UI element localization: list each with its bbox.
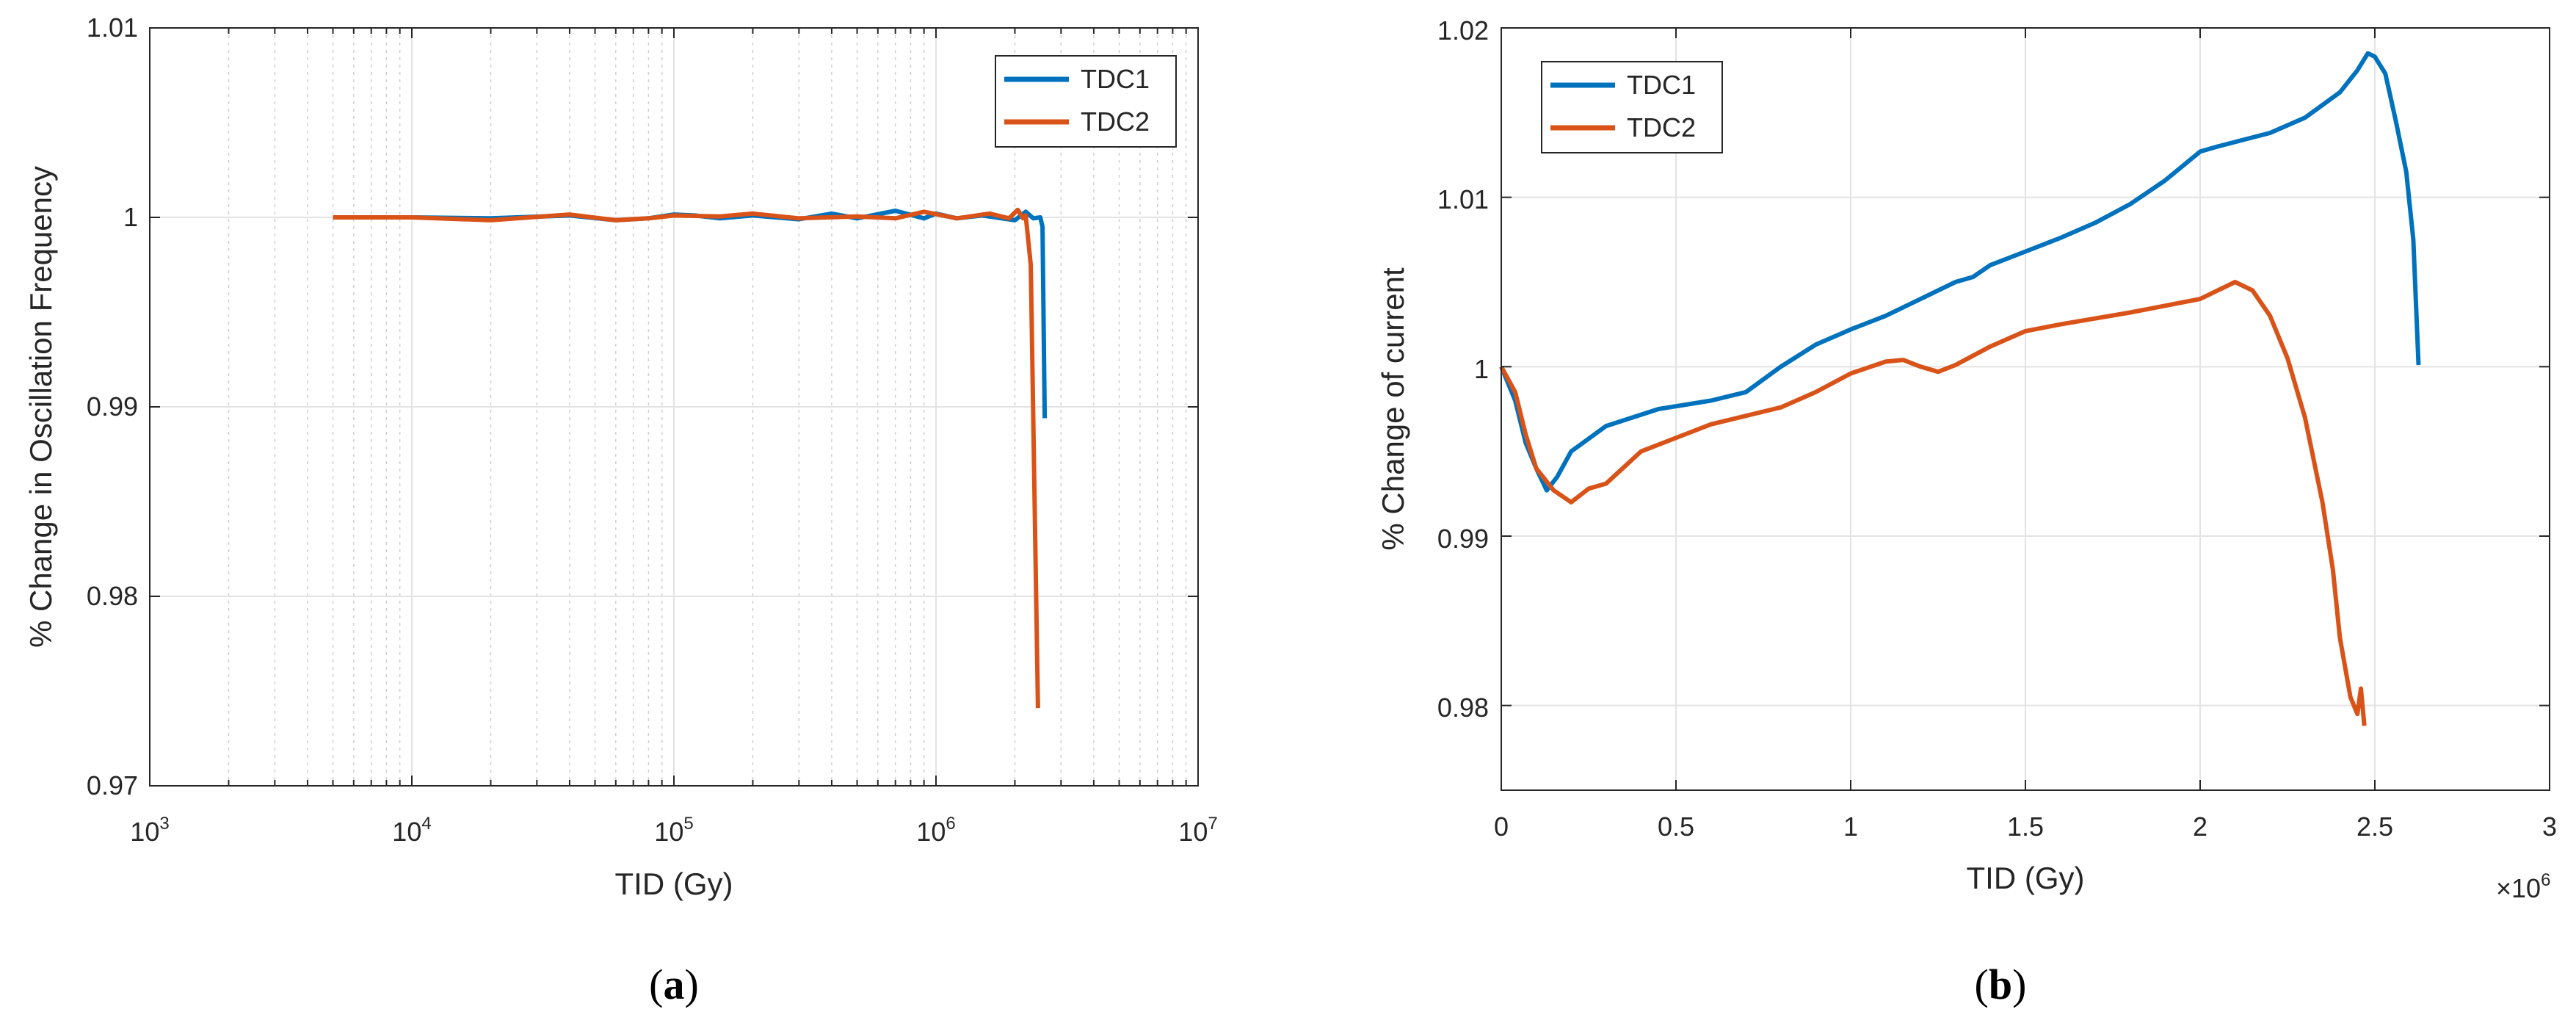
panel-a-ticks — [150, 27, 1198, 787]
panel-b-series-line-tdc1 — [1499, 51, 2421, 493]
panel-a-grid — [149, 27, 1199, 787]
panel-b-ytick-label: 1.01 — [1437, 184, 1489, 214]
panel-a-legend-box — [995, 55, 1177, 148]
panel-b-legend-label-tdc1: TDC1 — [1627, 70, 1696, 100]
panel-a-x-axis-label: TID (Gy) — [615, 867, 733, 901]
panel-b-legend: TDC1 TDC2 — [1541, 61, 1723, 153]
panel-a-xtick-label: 106 — [916, 814, 955, 847]
panel-b-series-line-tdc2 — [1499, 280, 2367, 726]
panel-a: 103 104 105 106 107 0.97 0.98 0.99 1 1.0… — [23, 12, 1218, 1008]
panel-b-xtick-label: 0.5 — [1658, 811, 1694, 842]
panel-b-xtick-label: 1 — [1843, 811, 1858, 842]
panel-a-ytick-label: 0.98 — [87, 581, 138, 611]
panel-b-xtick-label: 1.5 — [2007, 811, 2044, 842]
panel-a-legend: TDC1 TDC2 — [995, 55, 1177, 148]
panel-b-legend-box — [1541, 61, 1723, 153]
panel-a-ytick-label: 0.97 — [87, 770, 138, 800]
panel-a-caption: (a) — [649, 961, 699, 1008]
panel-b: 0 0.5 1 1.5 2 2.5 3 0.98 0.99 1 1.01 1.0… — [1376, 15, 2557, 1008]
panel-b-xtick-label: 2 — [2193, 811, 2207, 842]
panel-b-ytick-label: 0.99 — [1437, 524, 1489, 554]
panel-b-x-axis-label: TID (Gy) — [1967, 861, 2085, 895]
panel-b-xtick-label: 0 — [1494, 811, 1509, 842]
panel-b-legend-label-tdc2: TDC2 — [1627, 112, 1696, 142]
panel-a-ytick-label: 0.99 — [87, 391, 138, 422]
panel-b-caption: (b) — [1975, 961, 2027, 1008]
panel-a-xtick-label: 107 — [1178, 814, 1217, 847]
panel-a-xtick-label: 103 — [130, 814, 169, 847]
panel-a-xtick-label: 104 — [392, 814, 431, 847]
panel-a-series-line-tdc2 — [333, 207, 1040, 709]
panel-b-ytick-label: 1 — [1474, 354, 1489, 384]
panel-a-xtick-label: 105 — [654, 814, 693, 847]
panel-b-xtick-label: 2.5 — [2357, 811, 2393, 842]
panel-a-ytick-label: 1.01 — [87, 12, 138, 43]
panel-b-y-axis-label: % Change of current — [1376, 267, 1410, 551]
panel-a-ytick-label: 1 — [123, 202, 138, 232]
panel-a-series — [333, 207, 1048, 709]
panel-a-y-axis-label: % Change in Oscillation Frequency — [23, 166, 58, 648]
panel-a-legend-label-tdc2: TDC2 — [1081, 106, 1150, 137]
panel-b-ticks — [1501, 27, 2550, 790]
panel-b-x-multiplier: ×106 — [2496, 870, 2550, 903]
panel-a-legend-label-tdc1: TDC1 — [1081, 64, 1150, 94]
panel-b-series — [1499, 51, 2421, 726]
panel-b-ytick-label: 1.02 — [1437, 15, 1489, 46]
panel-b-xtick-label: 3 — [2542, 811, 2557, 842]
panel-b-ytick-label: 0.98 — [1437, 693, 1489, 723]
